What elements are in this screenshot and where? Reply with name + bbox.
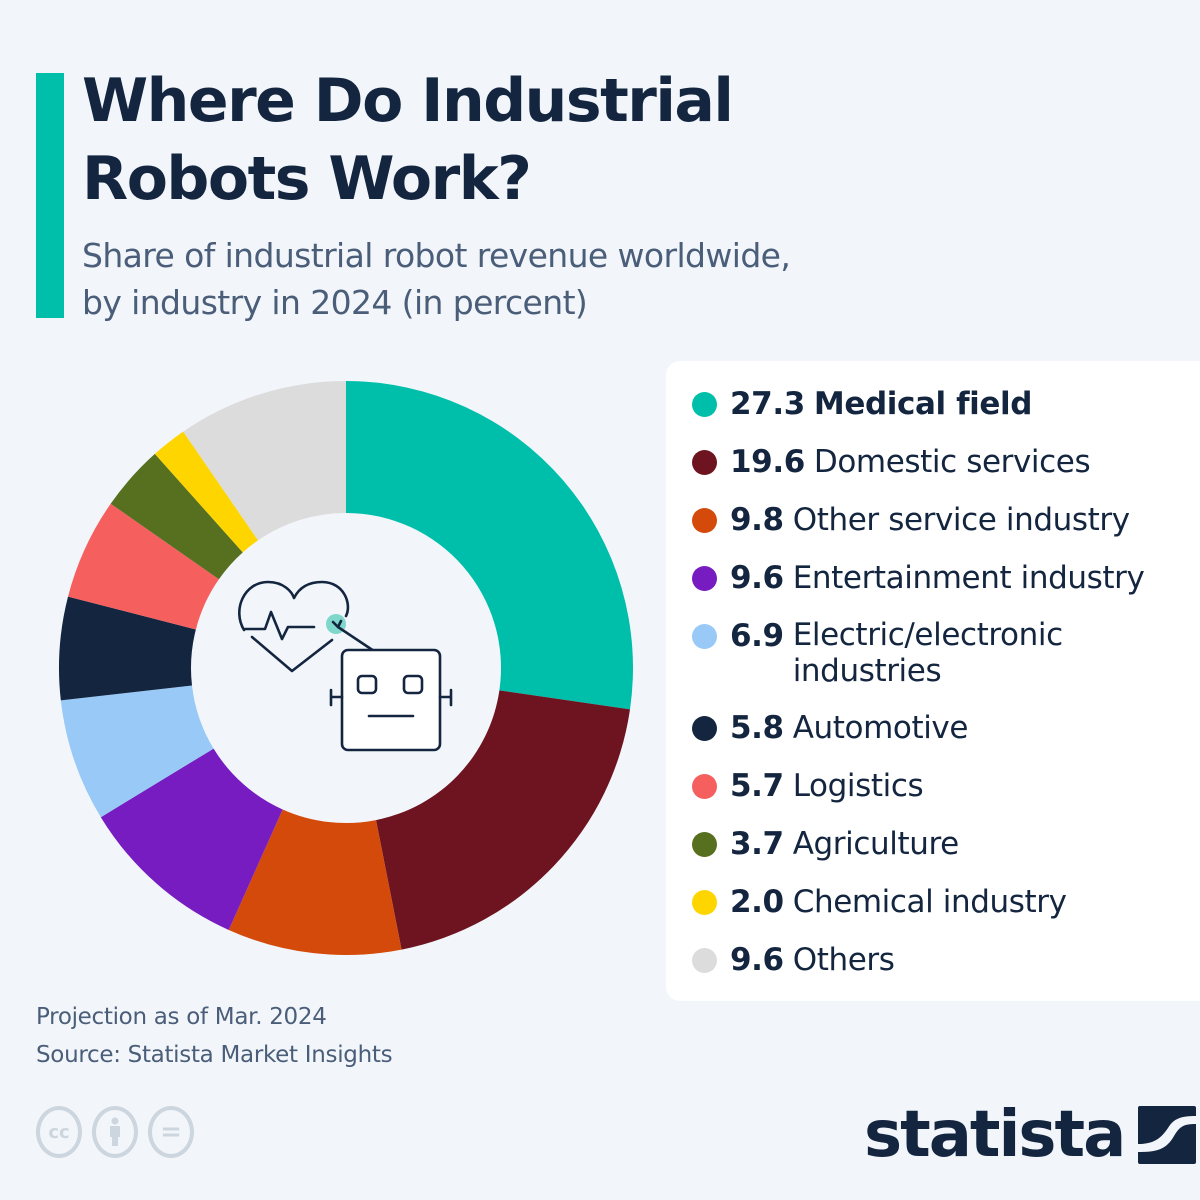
no-derivatives-icon[interactable]: = bbox=[148, 1106, 194, 1158]
logo-text: statista bbox=[864, 1098, 1126, 1172]
donut-slice-agriculture bbox=[110, 453, 243, 580]
donut-svg bbox=[58, 381, 633, 955]
legend-label: Medical field bbox=[813, 386, 1033, 422]
legend-value: 5.7 bbox=[730, 768, 784, 804]
legend-item-medical-field: 27.3 Medical field bbox=[692, 385, 1153, 423]
legend-item-logistics: 5.7 Logistics bbox=[692, 767, 1153, 805]
legend-item-other-service-industry: 9.8 Other service industry bbox=[692, 501, 1153, 539]
legend-item-electric-electronic: 6.9 Electric/electronic industries bbox=[692, 617, 1153, 689]
legend-value: 9.6 bbox=[730, 942, 784, 978]
chart-title: Where Do Industrial Robots Work? bbox=[82, 62, 982, 218]
legend-dot-icon bbox=[692, 450, 717, 475]
subtitle-line-1: Share of industrial robot revenue worldw… bbox=[82, 236, 791, 275]
projection-note: Projection as of Mar. 2024 bbox=[36, 1004, 327, 1030]
legend-dot-icon bbox=[692, 508, 717, 533]
legend-value: 19.6 bbox=[730, 444, 805, 480]
legend-value: 3.7 bbox=[730, 826, 784, 862]
donut-slices bbox=[58, 381, 633, 955]
donut-chart bbox=[0, 360, 700, 980]
legend-value: 2.0 bbox=[730, 884, 784, 920]
subtitle-line-2: by industry in 2024 (in percent) bbox=[82, 283, 588, 322]
legend-dot-icon bbox=[692, 624, 717, 649]
title-line-1: Where Do Industrial bbox=[82, 66, 734, 136]
footnotes: Projection as of Mar. 2024 Source: Stati… bbox=[36, 998, 393, 1074]
license-icons[interactable]: cc = bbox=[36, 1106, 194, 1158]
legend-item-automotive: 5.8 Automotive bbox=[692, 709, 1153, 747]
legend-dot-icon bbox=[692, 948, 717, 973]
donut-slice-medical-field bbox=[346, 381, 633, 710]
legend-label: Logistics bbox=[792, 768, 924, 804]
donut-slice-other-service-industry bbox=[228, 809, 402, 955]
accent-bar bbox=[36, 73, 64, 318]
legend-value: 5.8 bbox=[730, 710, 784, 746]
legend-item-domestic-services: 19.6 Domestic services bbox=[692, 443, 1153, 481]
title-line-2: Robots Work? bbox=[82, 144, 532, 214]
legend-label: Domestic services bbox=[813, 444, 1091, 480]
donut-slice-electric-electronic-industries bbox=[60, 685, 214, 818]
legend-card: 27.3 Medical field 19.6 Domestic service… bbox=[666, 361, 1200, 1001]
legend-label: Others bbox=[792, 942, 895, 978]
source-note: Source: Statista Market Insights bbox=[36, 1042, 393, 1068]
statista-logo-mark-icon bbox=[1138, 1106, 1197, 1164]
legend-item-agriculture: 3.7 Agriculture bbox=[692, 825, 1153, 863]
attribution-icon[interactable] bbox=[92, 1106, 138, 1158]
person-icon bbox=[110, 1117, 120, 1146]
legend-dot-icon bbox=[692, 774, 717, 799]
legend-label: Other service industry bbox=[792, 502, 1130, 538]
statista-logo[interactable]: statista bbox=[864, 1098, 1197, 1172]
legend-label: Electric/electronic industries bbox=[792, 617, 1063, 689]
donut-slice-chemical-industry bbox=[154, 431, 259, 553]
cc-icon[interactable]: cc bbox=[36, 1106, 82, 1158]
legend-item-others: 9.6 Others bbox=[692, 941, 1153, 979]
legend-dot-icon bbox=[692, 832, 717, 857]
donut-slice-domestic-services bbox=[376, 690, 631, 950]
donut-slice-entertainment-industry bbox=[100, 748, 283, 930]
heart-robot-icon bbox=[238, 580, 453, 752]
legend-dot-icon bbox=[692, 566, 717, 591]
legend-value: 9.8 bbox=[730, 502, 784, 538]
legend-item-chemical-industry: 2.0 Chemical industry bbox=[692, 883, 1153, 921]
legend-dot-icon bbox=[692, 716, 717, 741]
legend-dot-icon bbox=[692, 392, 717, 417]
legend-dot-icon bbox=[692, 890, 717, 915]
legend-value: 27.3 bbox=[730, 386, 805, 422]
legend-value: 9.6 bbox=[730, 560, 784, 596]
donut-slice-logistics bbox=[68, 503, 219, 630]
legend-label: Automotive bbox=[792, 710, 969, 746]
chart-subtitle: Share of industrial robot revenue worldw… bbox=[82, 232, 982, 326]
legend-label: Entertainment industry bbox=[792, 560, 1145, 596]
legend-value: 6.9 bbox=[730, 618, 784, 654]
legend-label: Chemical industry bbox=[792, 884, 1067, 920]
legend-item-entertainment-industry: 9.6 Entertainment industry bbox=[692, 559, 1153, 597]
donut-slice-automotive bbox=[58, 596, 196, 701]
legend-list: 27.3 Medical field 19.6 Domestic service… bbox=[692, 385, 1153, 999]
donut-slice-others bbox=[183, 381, 346, 541]
legend-label: Agriculture bbox=[792, 826, 959, 862]
